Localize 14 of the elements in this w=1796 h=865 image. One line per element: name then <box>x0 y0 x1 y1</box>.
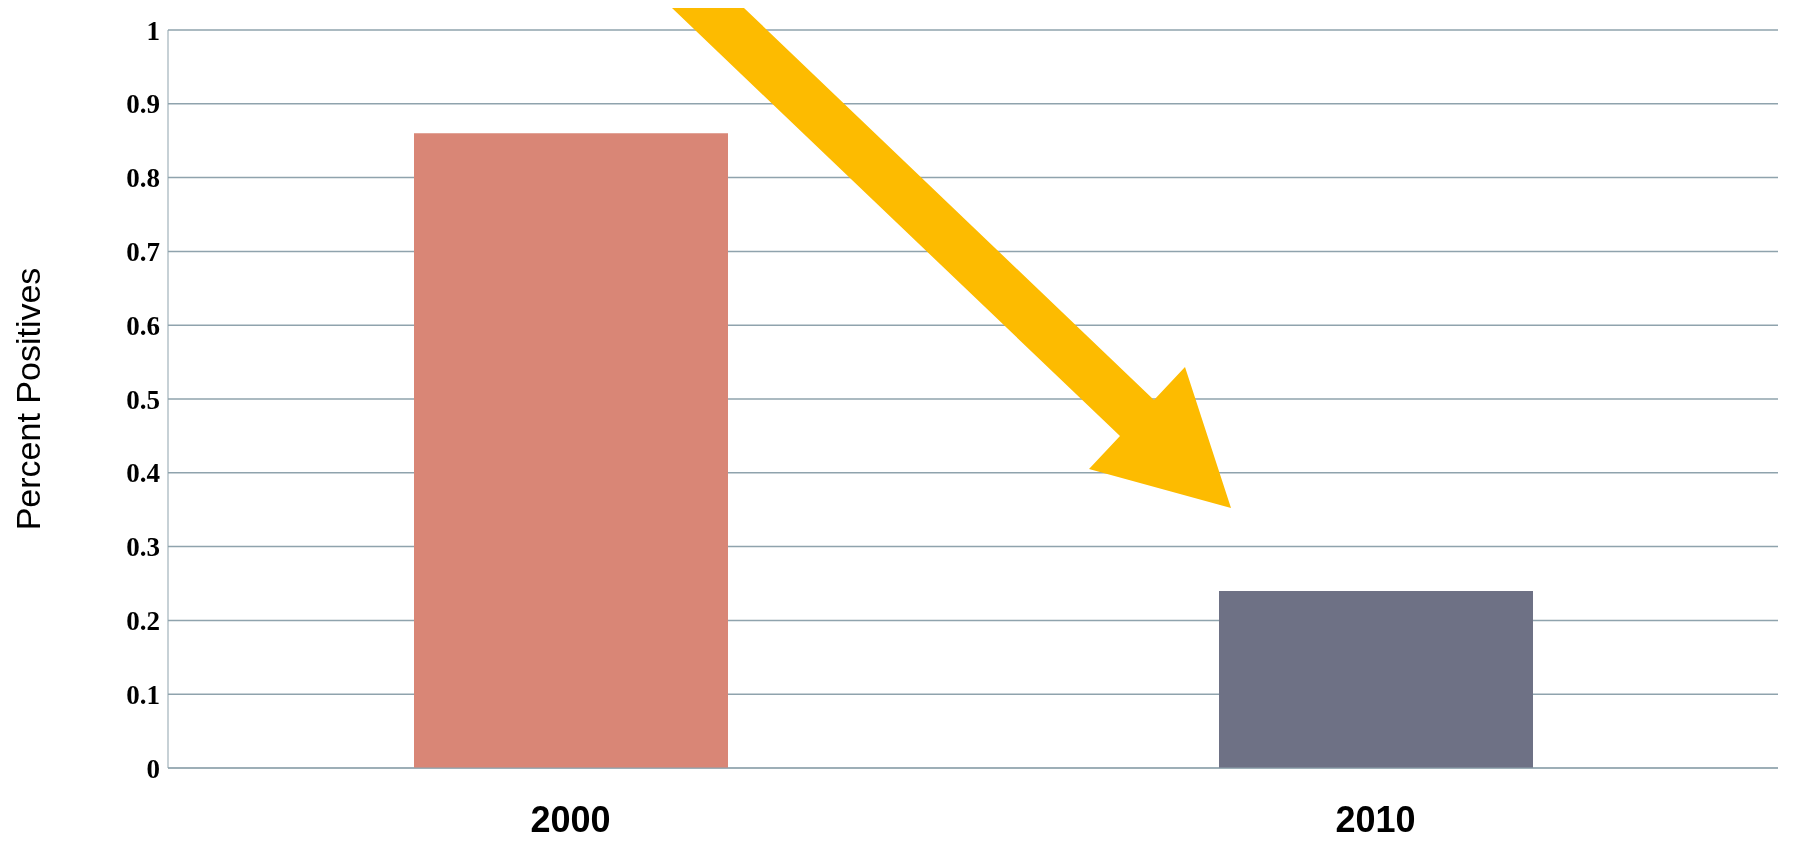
y-tick-label: 0.4 <box>126 458 160 489</box>
y-tick-label: 0.2 <box>126 605 160 636</box>
y-tick-label: 0.8 <box>126 163 160 194</box>
y-tick-label: 1 <box>146 15 160 46</box>
x-tick-label: 2010 <box>1335 798 1416 840</box>
y-axis-title: Percent Positives <box>9 267 48 531</box>
y-tick-label: 0.9 <box>126 89 160 120</box>
y-tick-label: 0.6 <box>126 310 160 341</box>
x-tick-label: 2000 <box>530 798 611 840</box>
y-tick-label: 0 <box>146 753 160 784</box>
y-tick-label: 0.7 <box>126 236 160 267</box>
y-tick-label: 0.1 <box>126 679 160 710</box>
y-tick-label: 0.5 <box>126 384 160 415</box>
y-tick-label: 0.3 <box>126 532 160 563</box>
